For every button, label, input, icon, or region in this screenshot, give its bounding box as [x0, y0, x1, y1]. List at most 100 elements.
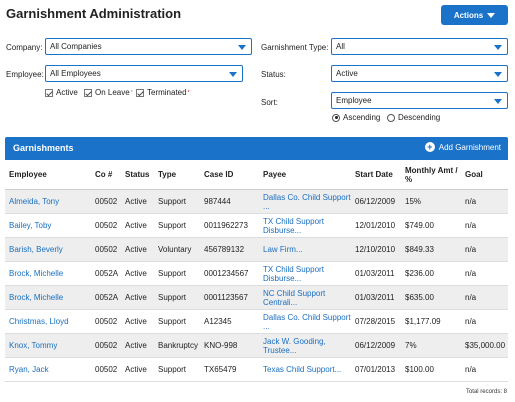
actions-label: Actions [453, 10, 484, 20]
employee-value: All Employees [50, 69, 101, 78]
payee-line-2[interactable]: ... [263, 321, 270, 331]
payee-link[interactable]: TX Child Support Disburse... [259, 261, 351, 286]
company-value: All Companies [50, 42, 102, 51]
radio-ascending[interactable]: Ascending [332, 113, 380, 122]
payee-link[interactable]: Texas Child Support... [259, 357, 351, 382]
header-case-id[interactable]: Case ID [200, 160, 259, 190]
co-cell: 00502 [91, 237, 121, 262]
type-cell: Support [154, 261, 200, 286]
checkbox-icon[interactable] [84, 88, 92, 97]
co-cell: 0052A [91, 261, 121, 286]
payee-link[interactable]: Law Firm... [259, 237, 351, 262]
payee-line-2[interactable]: Disburse... [263, 225, 302, 235]
payee-line-1[interactable]: TX Child Support [263, 216, 324, 226]
payee-line-2[interactable]: Trustee... [263, 345, 297, 355]
garnishment-type-label: Garnishment Type: [261, 43, 329, 52]
status-cell: Active [121, 333, 154, 358]
payee-line-1[interactable]: TX Child Support [263, 264, 324, 274]
chevron-down-icon [494, 72, 502, 77]
payee-line-1[interactable]: Dallas Co. Child Support [263, 192, 351, 202]
status-cell: Active [121, 213, 154, 238]
payee-line-2[interactable]: Centrali... [263, 297, 298, 307]
payee-line-1[interactable]: Law Firm... [263, 245, 303, 254]
header-co[interactable]: Co # [91, 160, 121, 190]
header-payee[interactable]: Payee [259, 160, 351, 190]
status-select[interactable]: Active [331, 65, 508, 82]
radio-descending[interactable]: Descending [387, 113, 440, 122]
table-row: Ryan, Jack 00502 Active Support TX65479 Texas… [5, 357, 508, 382]
payee-link[interactable]: NC Child Support Centrali... [259, 285, 351, 310]
on-leave-marker: * [130, 89, 133, 96]
company-label: Company: [6, 43, 43, 52]
payee-line-1[interactable]: Jack W. Gooding, [263, 336, 326, 346]
employee-link[interactable]: Barish, Beverly [5, 237, 91, 262]
employee-link[interactable]: Almeida, Tony [5, 189, 91, 214]
checkbox-active[interactable]: Active [45, 88, 78, 97]
type-cell: Voluntary [154, 237, 200, 262]
co-cell: 00502 [91, 309, 121, 334]
sort-value: Employee [336, 96, 372, 105]
start-date-cell: 07/01/2013 [351, 357, 401, 382]
status-cell: Active [121, 261, 154, 286]
employee-link[interactable]: Ryan, Jack [5, 357, 91, 382]
payee-line-1[interactable]: Dallas Co. Child Support [263, 312, 351, 322]
checkbox-on-leave-label: On Leave [95, 88, 130, 97]
case-id-cell: 456789132 [200, 237, 259, 262]
employee-link[interactable]: Bailey, Toby [5, 213, 91, 238]
payee-link[interactable]: Dallas Co. Child Support... [259, 189, 351, 214]
header-monthly-amt[interactable]: Monthly Amt / % [401, 160, 461, 190]
employee-link[interactable]: Christmas, Lloyd [5, 309, 91, 334]
payee-link[interactable]: Dallas Co. Child Support... [259, 309, 351, 334]
checkbox-terminated[interactable]: Terminated * [136, 88, 190, 97]
monthly-amt-cell: 15% [401, 189, 461, 214]
goal-cell: n/a [461, 213, 508, 238]
co-cell: 00502 [91, 213, 121, 238]
radio-ascending-label: Ascending [343, 113, 381, 122]
status-cell: Active [121, 357, 154, 382]
header-status[interactable]: Status [121, 160, 154, 190]
add-garnishment-button[interactable]: + Add Garnishment [424, 142, 501, 152]
garnishments-table: Employee Co # Status Type Case ID Payee … [5, 160, 508, 382]
checkbox-icon[interactable] [45, 88, 53, 97]
radio-unselected-icon[interactable] [387, 113, 395, 122]
header-type[interactable]: Type [154, 160, 200, 190]
payee-line-1[interactable]: NC Child Support [263, 288, 326, 298]
header-start-date[interactable]: Start Date [351, 160, 401, 190]
payee-line-2[interactable]: ... [263, 201, 270, 211]
checkbox-icon[interactable] [136, 88, 144, 97]
checkbox-on-leave[interactable]: On Leave * [84, 88, 133, 97]
payee-line-1[interactable]: Texas Child Support... [263, 365, 342, 374]
status-cell: Active [121, 237, 154, 262]
case-id-cell: KNO-998 [200, 333, 259, 358]
garnishments-panel-header: Garnishments + Add Garnishment [5, 137, 508, 160]
type-cell: Support [154, 285, 200, 310]
company-select[interactable]: All Companies [45, 38, 252, 55]
checkbox-terminated-label: Terminated [147, 88, 187, 97]
goal-cell: n/a [461, 237, 508, 262]
table-row: Christmas, Lloyd 00502 Active Support A12345… [5, 309, 508, 334]
header-employee[interactable]: Employee [5, 160, 91, 190]
co-cell: 00502 [91, 333, 121, 358]
status-label: Status: [261, 70, 286, 79]
employee-select[interactable]: All Employees [45, 65, 243, 82]
employee-link[interactable]: Brock, Michelle [5, 261, 91, 286]
status-cell: Active [121, 285, 154, 310]
chevron-down-icon [229, 72, 237, 77]
table-row: Knox, Tommy 00502 Active Bankruptcy KNO-998 J… [5, 333, 508, 358]
payee-link[interactable]: TX Child Support Disburse... [259, 213, 351, 238]
header-goal[interactable]: Goal [461, 160, 508, 190]
actions-button[interactable]: Actions [441, 5, 508, 25]
garnishment-type-select[interactable]: All [331, 38, 508, 55]
payee-line-2[interactable]: Disburse... [263, 273, 302, 283]
payee-link[interactable]: Jack W. Gooding, Trustee... [259, 333, 351, 358]
table-row: Brock, Michelle 0052A Active Support 0001234… [5, 261, 508, 286]
type-cell: Support [154, 213, 200, 238]
employee-link[interactable]: Knox, Tommy [5, 333, 91, 358]
radio-descending-label: Descending [398, 113, 441, 122]
employee-link[interactable]: Brock, Michelle [5, 285, 91, 310]
radio-selected-icon[interactable] [332, 113, 340, 122]
goal-cell: $35,000.00 [461, 333, 508, 358]
case-id-cell: 0011962273 [200, 213, 259, 238]
start-date-cell: 12/01/2010 [351, 213, 401, 238]
sort-select[interactable]: Employee [331, 92, 508, 109]
